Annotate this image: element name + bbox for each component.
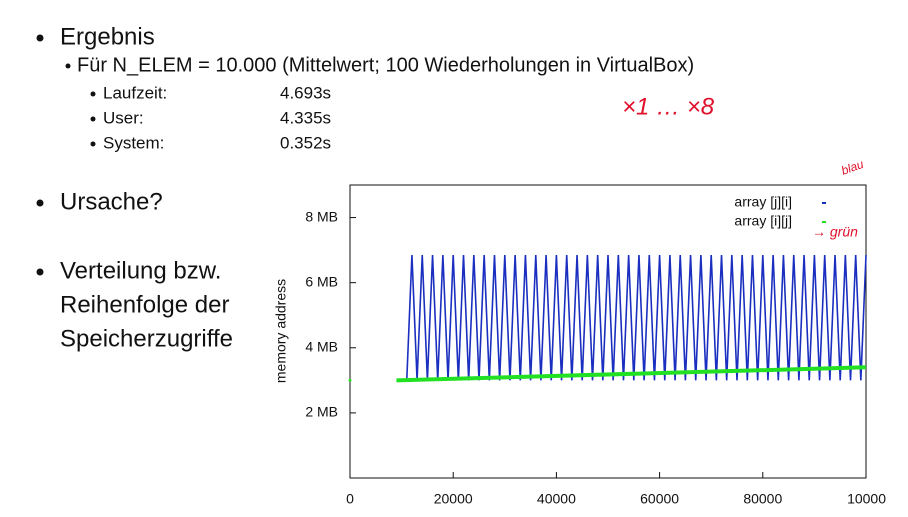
bullet-text: Ursache? bbox=[60, 188, 163, 215]
y-tick-label: 4 MB bbox=[305, 338, 338, 354]
x-tick-label: 10000 bbox=[847, 491, 886, 507]
y-axis-label: memory address bbox=[273, 279, 289, 383]
row-label: System: bbox=[103, 133, 164, 152]
bullet bbox=[90, 116, 96, 122]
bullet bbox=[36, 199, 44, 207]
bullet bbox=[36, 34, 44, 42]
x-tick-label: 0 bbox=[346, 491, 354, 507]
row-label: User: bbox=[103, 108, 144, 127]
y-tick-label: 8 MB bbox=[305, 208, 338, 224]
y-tick-label: 6 MB bbox=[305, 273, 338, 289]
bullet-text: Speicherzugriffe bbox=[60, 325, 233, 352]
data-point bbox=[348, 378, 352, 382]
annotation: blau bbox=[839, 157, 865, 178]
x-tick-label: 40000 bbox=[537, 491, 576, 507]
row-value: 4.693s bbox=[280, 83, 331, 102]
bullet bbox=[65, 63, 71, 69]
legend-label: array [i][j] bbox=[734, 213, 792, 229]
bullet bbox=[90, 91, 96, 97]
sub-bullet-text: Für N_ELEM = 10.000 (Mittelwert; 100 Wie… bbox=[77, 54, 694, 76]
annotation: → grün bbox=[812, 224, 858, 240]
annotation: ×1 … ×8 bbox=[622, 93, 715, 120]
series-line bbox=[405, 254, 867, 381]
bullet bbox=[90, 141, 96, 147]
bullet-text: Verteilung bzw. bbox=[60, 257, 221, 284]
bullet-text: Reihenfolge der bbox=[60, 291, 229, 318]
x-tick-label: 80000 bbox=[743, 491, 782, 507]
legend-label: array [j][i] bbox=[734, 194, 792, 210]
row-label: Laufzeit: bbox=[103, 83, 167, 102]
bullet-text: Ergebnis bbox=[60, 23, 155, 50]
x-tick-label: 20000 bbox=[434, 491, 473, 507]
plot-frame bbox=[349, 184, 867, 479]
row-value: 4.335s bbox=[280, 108, 331, 127]
bullet bbox=[36, 268, 44, 276]
y-tick-label: 2 MB bbox=[305, 404, 338, 420]
x-tick-label: 60000 bbox=[640, 491, 679, 507]
row-value: 0.352s bbox=[280, 133, 331, 152]
series-line bbox=[396, 365, 867, 383]
